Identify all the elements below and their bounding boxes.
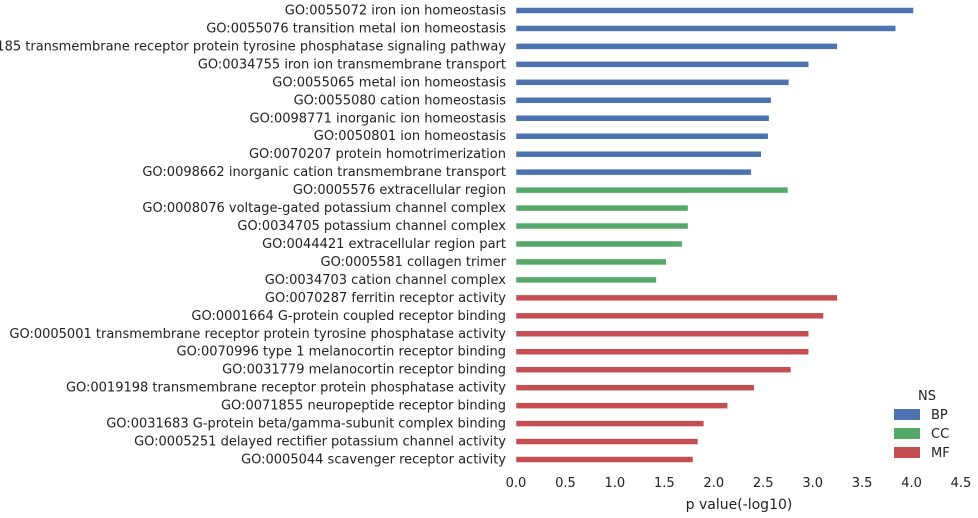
category-label: GO:0055072 iron ion homeostasis (285, 4, 506, 19)
category-label: GO:0044421 extracellular region part (262, 237, 506, 252)
bar-bp-9 (515, 168, 752, 176)
bar-cc-10 (515, 186, 789, 194)
category-label: GO:0005044 scavenger receptor activity (241, 453, 506, 468)
bar-bp-1 (515, 25, 896, 32)
x-tick-label: 3.0 (802, 476, 823, 491)
bar-cc-11 (515, 204, 689, 212)
legend-swatch-bp (894, 409, 920, 420)
legend-title: NS (918, 389, 936, 404)
category-label: GO:0055076 transition metal ion homeosta… (206, 21, 506, 36)
category-label: GO:0034705 potassium channel complex (237, 219, 506, 234)
x-tick-label: 4.5 (951, 476, 972, 491)
bar-bp-3 (515, 61, 809, 68)
x-tick-label: 2.5 (753, 476, 774, 491)
bar-mf-16 (515, 294, 838, 302)
bar-bp-6 (515, 115, 770, 122)
category-labels: GO:0055072 iron ion homeostasis GO:005507… (0, 4, 507, 468)
x-tick-label: 1.5 (654, 476, 675, 491)
bar-mf-20 (515, 366, 792, 373)
x-tick-label: 1.0 (605, 476, 626, 491)
bar-bp-8 (515, 150, 762, 158)
x-tick-label: 0.0 (506, 476, 527, 491)
category-label: GO:0070996 type 1 melanocortin receptor … (177, 345, 506, 360)
category-label: GO:0098662 inorganic cation transmembran… (142, 165, 506, 180)
bar-bp-4 (515, 79, 790, 86)
legend-swatch-mf (894, 447, 920, 458)
category-label: GO:0070207 protein homotrimerization (249, 147, 506, 162)
bar-bp-7 (515, 132, 769, 140)
category-label: GO:0055080 cation homeostasis (294, 93, 507, 108)
bar-mf-23 (515, 420, 705, 427)
bar-bp-0 (515, 7, 914, 14)
category-label: GO:0034755 iron ion transmembrane transp… (198, 57, 506, 72)
legend-label-cc: CC (931, 427, 949, 442)
category-label: GO:0005001 transmembrane receptor protei… (9, 327, 506, 342)
category-label: GO:0034703 cation channel complex (265, 273, 507, 288)
legend-label-mf: MF (931, 446, 950, 461)
bar-mf-22 (515, 402, 728, 409)
x-tick-label: 0.5 (555, 476, 576, 491)
bar-mf-21 (515, 384, 755, 391)
x-tick-label: 4.0 (901, 476, 922, 491)
bar-cc-15 (515, 276, 657, 284)
category-label: GO:0005576 extracellular region (293, 183, 506, 198)
category-label: GO:0031779 melanocortin receptor binding (222, 363, 506, 378)
bars-group (515, 7, 914, 463)
bar-mf-25 (515, 456, 694, 463)
category-label: GO:0050801 ion homeostasis (314, 129, 506, 144)
x-axis-title: p value(-log10) (686, 497, 793, 513)
bar-mf-17 (515, 312, 824, 320)
bar-mf-19 (515, 348, 809, 355)
bar-cc-12 (515, 222, 689, 230)
category-label: GO:0070287 ferritin receptor activity (265, 291, 506, 306)
bar-cc-14 (515, 258, 667, 266)
bar-mf-18 (515, 330, 809, 338)
category-label: GO:0005581 collagen trimer (321, 255, 507, 270)
bar-mf-24 (515, 438, 699, 445)
legend: NS BP CC MF (894, 389, 950, 461)
bar-bp-2 (515, 43, 838, 50)
category-label: GO:0098771 inorganic ion homeostasis (250, 111, 507, 126)
category-label: GO:0071855 neuropeptide receptor binding (221, 399, 506, 414)
category-label: GO:0007185 transmembrane receptor protei… (0, 39, 506, 54)
legend-label-bp: BP (931, 408, 948, 423)
category-label: GO:0008076 voltage-gated potassium chann… (142, 201, 506, 216)
legend-swatch-cc (894, 428, 920, 439)
category-label: GO:0005251 delayed rectifier potassium c… (134, 435, 506, 450)
bar-cc-13 (515, 240, 683, 248)
bar-bp-5 (515, 97, 772, 104)
category-label: GO:0001664 G-protein coupled receptor bi… (191, 309, 506, 324)
category-label: GO:0019198 transmembrane receptor protei… (66, 381, 506, 396)
x-tick-label: 3.5 (852, 476, 873, 491)
x-axis-ticks: 0.0 0.5 1.0 1.5 2.0 2.5 3.0 3.5 4.0 4.5 (506, 476, 972, 491)
x-tick-label: 2.0 (703, 476, 724, 491)
category-label: GO:0031683 G-protein beta/gamma-subunit … (106, 417, 506, 432)
category-label: GO:0055065 metal ion homeostasis (272, 75, 506, 90)
